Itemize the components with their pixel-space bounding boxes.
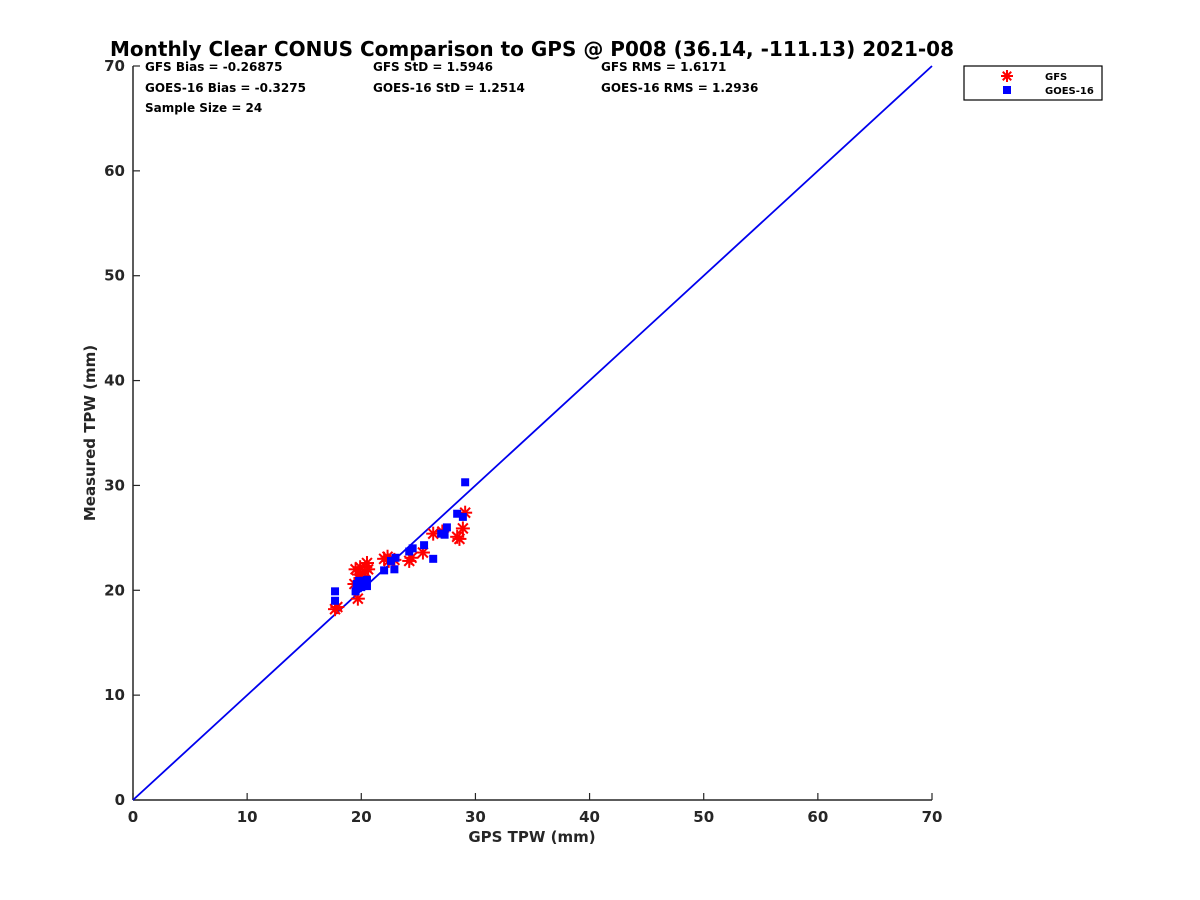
x-tick-label: 0 (128, 808, 138, 826)
x-tick-label: 40 (579, 808, 600, 826)
goes16-point (420, 541, 429, 550)
y-tick-label: 70 (104, 57, 125, 75)
y-tick-label: 10 (104, 686, 125, 704)
series-gfs (328, 505, 473, 617)
goes16-point (461, 478, 470, 487)
axis-ticks: 0 10 20 30 40 50 60 70 0 10 20 30 40 50 60 70 (104, 57, 942, 826)
goes16-point (331, 596, 340, 605)
goes16-point (362, 575, 371, 584)
stat-text: GFS Bias = -0.26875 (145, 60, 282, 74)
goes16-point (390, 565, 399, 574)
gfs-point (452, 531, 467, 546)
asterisk-stroke (405, 552, 418, 564)
goes16-point (440, 530, 449, 539)
y-tick-label: 40 (104, 372, 125, 390)
x-tick-label: 30 (465, 808, 486, 826)
asterisk-stroke (361, 557, 373, 569)
x-tick-label: 70 (922, 808, 943, 826)
x-tick-label: 10 (237, 808, 258, 826)
asterisk-stroke (453, 533, 466, 545)
x-axis-label: GPS TPW (mm) (468, 828, 595, 846)
x-tick-label: 50 (693, 808, 714, 826)
y-tick-label: 0 (115, 791, 125, 809)
x-tick-label: 60 (807, 808, 828, 826)
chart-title: Monthly Clear CONUS Comparison to GPS @ … (110, 37, 954, 61)
goes16-point (408, 544, 417, 553)
goes16-point (331, 587, 340, 596)
plot-area: 0 10 20 30 40 50 60 70 0 10 20 30 40 50 60 70 (104, 57, 942, 826)
goes16-point (442, 523, 451, 532)
asterisk-stroke (427, 528, 439, 540)
stat-text: GOES-16 Bias = -0.3275 (145, 81, 306, 95)
asterisk-stroke (457, 522, 469, 535)
asterisk-stroke (352, 593, 364, 605)
y-tick-label: 50 (104, 267, 125, 285)
stat-text: GFS RMS = 1.6171 (601, 60, 726, 74)
gfs-point (361, 562, 376, 577)
goes16-point (458, 512, 467, 521)
legend-goes16-marker (1003, 86, 1011, 94)
goes16-point (362, 582, 371, 591)
stats-annotations: GFS Bias = -0.26875 GFS StD = 1.5946 GFS R… (145, 60, 758, 115)
legend: GFS GOES-16 (963, 65, 1103, 101)
asterisk-stroke (331, 601, 343, 613)
stat-text: GOES-16 StD = 1.2514 (373, 81, 525, 95)
goes16-point (353, 584, 362, 593)
legend-gfs-marker (1001, 70, 1013, 82)
stat-text: GOES-16 RMS = 1.2936 (601, 81, 758, 95)
asterisk-stroke (362, 563, 374, 575)
stat-text: Sample Size = 24 (145, 101, 262, 115)
series-layer (328, 478, 473, 617)
goes16-point (429, 554, 438, 563)
x-tick-label: 20 (351, 808, 372, 826)
reference-line (132, 65, 933, 801)
goes16-point (355, 576, 364, 585)
goes16-point (453, 509, 462, 518)
series-goes-16 (331, 478, 470, 605)
gfs-point (455, 521, 470, 536)
stat-text: GFS StD = 1.5946 (373, 60, 493, 74)
asterisk-stroke (1002, 71, 1012, 81)
y-tick-label: 60 (104, 162, 125, 180)
goes16-point (386, 556, 395, 565)
asterisk-stroke (417, 546, 429, 559)
goes16-point (380, 566, 389, 575)
legend-label: GOES-16 (1045, 86, 1094, 97)
goes16-point (391, 553, 400, 562)
y-tick-label: 20 (104, 581, 125, 599)
y-axis-label: Measured TPW (mm) (81, 345, 99, 521)
legend-box (963, 65, 1103, 101)
y-tick-label: 30 (104, 476, 125, 494)
legend-label: GFS (1045, 72, 1067, 83)
